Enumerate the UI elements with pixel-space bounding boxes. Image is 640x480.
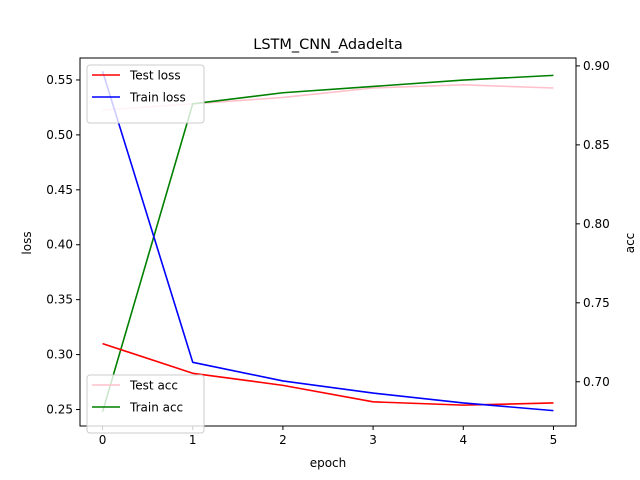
x-tick-label: 4	[459, 433, 467, 447]
plot-frame	[79, 57, 577, 427]
left-tick-label: 0.40	[46, 238, 73, 252]
right-tick-label: 0.80	[583, 217, 610, 231]
chart-title: LSTM_CNN_Adadelta	[253, 37, 402, 53]
x-tick-label: 1	[189, 433, 197, 447]
right-axis-ticks: 0.70 0.75 0.80 0.85 0.90	[576, 59, 610, 389]
right-tick-label: 0.85	[583, 138, 610, 152]
legend-acc: Test acc Train acc	[86, 374, 205, 434]
legend-entry: Train loss	[129, 91, 186, 105]
legend-box	[86, 64, 205, 124]
x-axis-ticks: 0 1 2 3 4 5	[99, 426, 558, 447]
legend-entry: Test loss	[129, 69, 181, 83]
right-tick-label: 0.90	[583, 59, 610, 73]
legend-entry: Train acc	[129, 401, 183, 415]
series-layer	[101, 70, 554, 413]
legend-loss: Test loss Train loss	[86, 64, 205, 124]
left-axis-ticks: 0.25 0.30 0.35 0.40 0.45 0.50 0.55	[46, 73, 80, 417]
right-tick-label: 0.75	[583, 296, 610, 310]
right-axis-label: acc	[623, 233, 637, 254]
x-axis-label: epoch	[310, 456, 347, 470]
series-train-acc-line	[101, 74, 554, 413]
left-tick-label: 0.55	[46, 73, 73, 87]
left-axis-label: loss	[20, 231, 34, 254]
right-tick-label: 0.70	[583, 375, 610, 389]
left-tick-label: 0.30	[46, 348, 73, 362]
left-tick-label: 0.25	[46, 403, 73, 417]
left-tick-label: 0.45	[46, 183, 73, 197]
x-tick-label: 5	[550, 433, 558, 447]
left-tick-label: 0.50	[46, 128, 73, 142]
legend-entry: Test acc	[129, 379, 178, 393]
legend-box	[86, 374, 205, 434]
x-tick-label: 3	[369, 433, 377, 447]
series-train-loss-line	[101, 70, 554, 412]
left-tick-label: 0.35	[46, 293, 73, 307]
x-tick-label: 2	[279, 433, 287, 447]
x-tick-label: 0	[99, 433, 107, 447]
